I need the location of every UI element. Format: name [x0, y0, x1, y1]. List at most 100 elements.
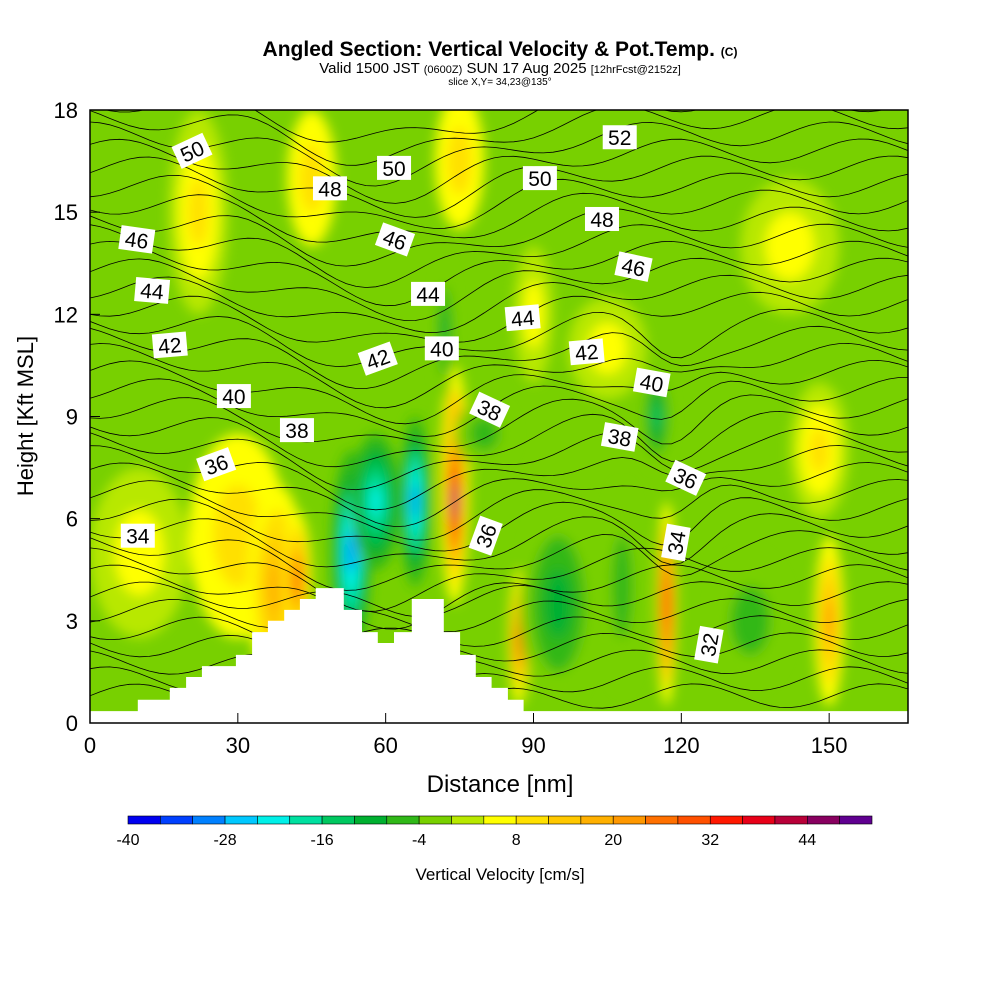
isentrope-line: [90, 274, 908, 334]
velocity-cell: [370, 488, 381, 516]
x-tick-label: 60: [373, 733, 397, 758]
velocity-cell: [809, 427, 830, 474]
contour-label: 52: [602, 125, 637, 150]
contour-label: 38: [600, 422, 639, 452]
isentrope-line: [90, 394, 908, 448]
isentrope-line: [90, 427, 908, 491]
velocity-cell: [825, 599, 833, 643]
valid-date: SUN 17 Aug 2025: [466, 60, 587, 77]
contour-label: 34: [120, 523, 155, 549]
contour-label-text: 50: [382, 158, 405, 181]
colorbar-tick-label: -4: [412, 832, 426, 849]
forecast-info: [12hrFcst@2152z]: [590, 64, 681, 76]
chart-subtitle: Valid 1500 JST (0600Z) SUN 17 Aug 2025 […: [0, 60, 1000, 77]
contour-label: 44: [411, 281, 446, 307]
chart-title: Angled Section: Vertical Velocity & Pot.…: [0, 38, 1000, 62]
velocity-cell: [516, 624, 521, 652]
contour-label-text: 34: [126, 526, 150, 549]
contour-label: 40: [216, 384, 251, 409]
isentrope-line: [90, 649, 908, 686]
y-tick-label: 12: [54, 302, 78, 327]
contour-label-text: 50: [528, 168, 551, 191]
colorbar-swatch: [807, 815, 840, 825]
isentrope-line: [90, 410, 908, 468]
contour-label-text: 40: [430, 338, 453, 361]
isentrope-line: [90, 240, 908, 307]
valid-time: Valid 1500 JST: [319, 60, 420, 77]
y-tick-label: 3: [66, 609, 78, 634]
isentrope-line: [90, 206, 908, 267]
isentrope-line: [90, 581, 908, 617]
isentrope-line: [90, 615, 908, 648]
contour-label-box: [120, 523, 155, 548]
y-tick-label: 0: [66, 711, 78, 736]
isentrope-line: [90, 513, 908, 568]
isentrope-line: [105, 110, 884, 143]
colorbar-swatch: [321, 815, 355, 825]
contour-label-box: [411, 281, 446, 306]
isentrope-line: [90, 547, 908, 612]
contour-label: 46: [614, 251, 653, 282]
velocity-cell: [188, 178, 209, 247]
colorbar-swatch: [418, 815, 452, 825]
contour-label-text: 42: [157, 334, 182, 359]
contour-label-box: [357, 341, 398, 376]
contour-label-text: 38: [285, 420, 308, 443]
colorbar-label: Vertical Velocity [cm/s]: [415, 865, 584, 884]
colorbar-tick-label: 8: [512, 832, 521, 849]
contour-label-box: [151, 331, 188, 359]
x-tick-label: 120: [663, 733, 700, 758]
contour-label-text: 44: [139, 280, 165, 305]
terrain: [90, 588, 908, 723]
contour-label-box: [377, 155, 412, 180]
contour-label-text: 42: [574, 341, 599, 366]
contour-label-text: 32: [697, 631, 724, 658]
contour-label-box: [614, 251, 653, 282]
x-tick-label: 30: [226, 733, 250, 758]
colorbar-swatch: [515, 815, 549, 825]
colorbar-swatch: [289, 815, 323, 825]
isentrope-line: [90, 189, 908, 243]
colorbar-swatch: [192, 815, 226, 825]
colorbar-swatch: [483, 815, 517, 825]
contour-label: 46: [118, 225, 156, 254]
colorbar-tick-label: 32: [701, 832, 719, 849]
colorbar-tick-label: -28: [213, 832, 236, 849]
isentrope-line: [90, 138, 908, 204]
colorbar-swatch: [354, 815, 388, 825]
title-mark: (C): [720, 45, 738, 59]
contour-label: 32: [694, 625, 724, 664]
x-tick-label: 150: [811, 733, 848, 758]
contour-label-text: 44: [416, 284, 440, 307]
x-tick-label: 90: [521, 733, 545, 758]
colorbar-tick-label: 44: [798, 832, 816, 849]
zulu-time: (0600Z): [423, 64, 463, 76]
contour-label-text: 46: [619, 254, 647, 281]
contour-label-box: [665, 459, 707, 496]
velocity-cell: [765, 212, 815, 281]
velocity-cell: [412, 484, 419, 519]
contour-label: 40: [424, 336, 459, 361]
contour-label-box: [374, 222, 416, 257]
colorbar-tick-label: -40: [116, 832, 139, 849]
velocity-cell: [612, 535, 633, 638]
isentrope-line: [90, 479, 908, 541]
contour-label-text: 48: [590, 209, 613, 232]
isentrope-line: [90, 155, 908, 218]
colorbar-swatch: [580, 815, 614, 825]
isentrope-line: [90, 598, 908, 633]
velocity-cell: [447, 127, 472, 196]
colorbar-swatch: [257, 815, 291, 825]
colorbar-swatch: [839, 815, 873, 825]
contour-label-box: [694, 625, 724, 664]
velocity-cell: [652, 403, 661, 430]
isentrope-line: [90, 530, 908, 591]
contour-label-box: [632, 367, 671, 398]
contour-label-box: [468, 515, 503, 556]
isentrope-line: [90, 462, 908, 528]
contour-label: 48: [312, 176, 347, 201]
colorbar-swatch: [224, 815, 258, 825]
contour-label-box: [600, 422, 639, 452]
